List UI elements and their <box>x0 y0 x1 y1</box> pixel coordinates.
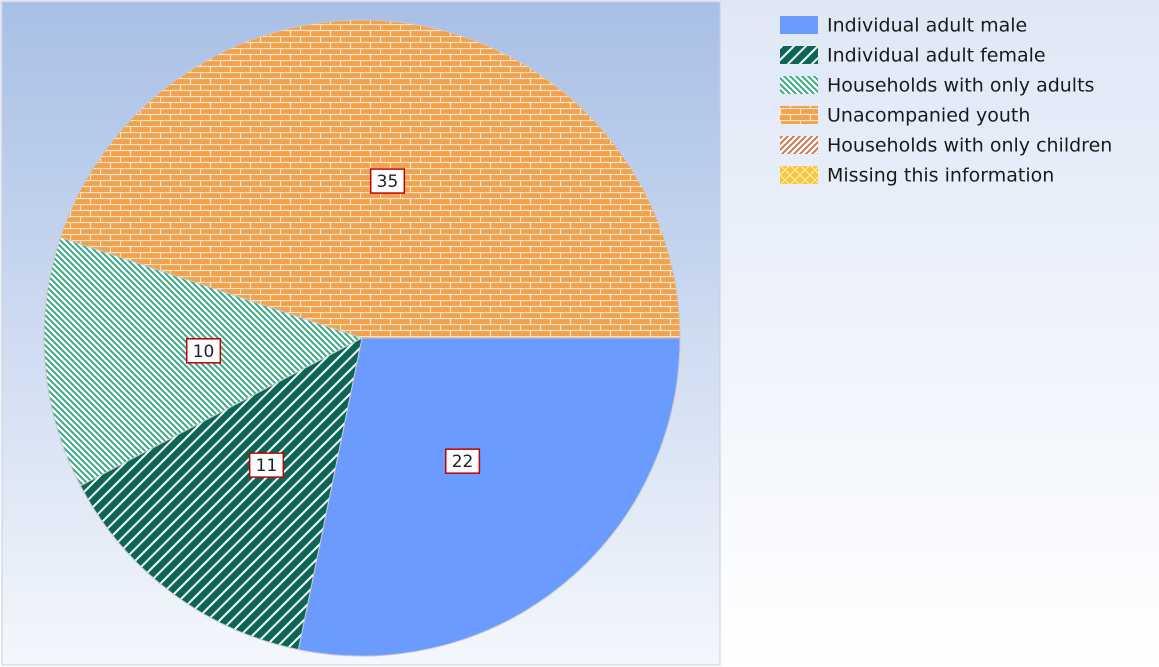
legend-label: Missing this information <box>827 165 1054 187</box>
legend-swatch <box>780 46 818 64</box>
label-box <box>369 168 406 194</box>
data-label-text: 35 <box>377 172 399 192</box>
pie-slice <box>79 337 363 651</box>
legend-swatch <box>780 166 818 184</box>
legend: Individual adult male Individual adult fe… <box>780 15 1112 187</box>
data-label: 35 <box>369 168 406 194</box>
legend-label: Unacompanied youth <box>827 105 1030 127</box>
legend-swatch <box>780 136 818 154</box>
legend-swatch <box>780 16 818 34</box>
legend-label: Households with only children <box>827 135 1112 157</box>
data-label: 11 <box>248 452 285 478</box>
label-box <box>248 452 285 478</box>
legend-label: Individual adult female <box>827 45 1046 67</box>
legend-swatch <box>780 76 818 94</box>
data-label-text: 22 <box>452 452 474 472</box>
legend-label: Households with only adults <box>827 75 1094 97</box>
data-label: 22 <box>444 448 481 474</box>
pie-slice <box>297 337 681 657</box>
data-label: 10 <box>185 338 222 364</box>
pie: 22 11 10 35 <box>43 19 681 657</box>
label-box <box>185 338 222 364</box>
legend-label: Individual adult male <box>827 15 1027 37</box>
data-label-text: 11 <box>256 456 278 476</box>
legend-swatch <box>780 106 818 124</box>
data-label-text: 10 <box>193 342 215 362</box>
label-box <box>444 448 481 474</box>
